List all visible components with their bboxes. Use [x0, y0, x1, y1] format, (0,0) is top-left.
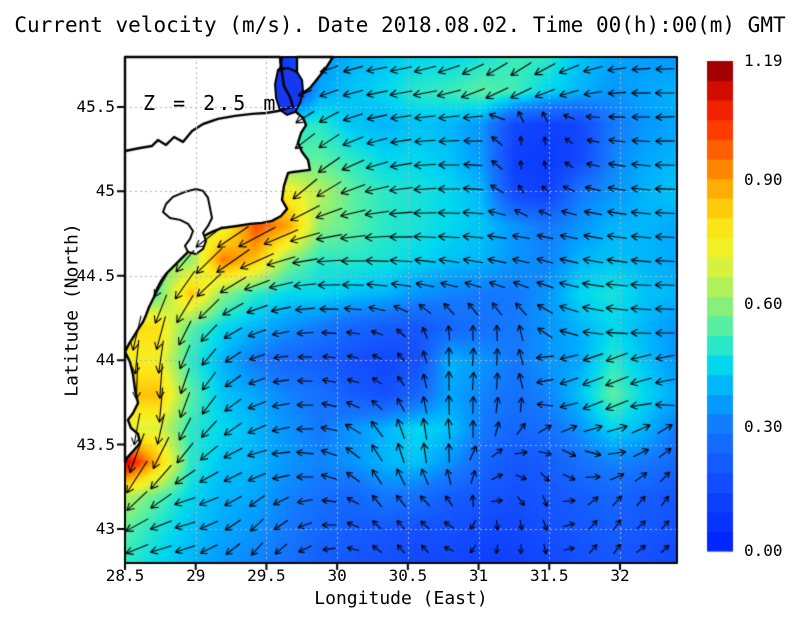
- colorbar-tick-label: 0.00: [744, 541, 783, 560]
- y-tick-label: 44: [95, 350, 115, 370]
- x-axis-label: Longitude (East): [314, 588, 488, 609]
- x-tick-label: 29: [186, 566, 206, 585]
- colorbar-tick-label: 1.19: [744, 51, 783, 70]
- colorbar-tick-label: 0.30: [744, 417, 783, 437]
- x-tick-label: 31: [468, 566, 489, 585]
- y-tick-label: 44.5: [76, 265, 115, 285]
- y-tick-label: 43.5: [76, 434, 115, 454]
- x-tick-label: 31.5: [530, 566, 569, 585]
- y-tick-label: 43: [95, 518, 115, 538]
- x-tick-label: 30: [327, 566, 347, 585]
- y-tick-label: 45: [95, 181, 115, 201]
- x-tick-label: 30.5: [388, 566, 428, 585]
- colorbar-tick-label: 0.60: [744, 293, 783, 313]
- x-tick-label: 32: [610, 566, 630, 585]
- colorbar-tick-label: 0.90: [744, 170, 783, 190]
- y-axis-label: Latitude (North): [61, 223, 83, 397]
- plot-title: Current velocity (m/s). Date 2018.08.02.…: [14, 13, 786, 37]
- y-tick-label: 45.5: [76, 96, 115, 116]
- depth-annotation: Z = 2.5 m: [143, 91, 279, 115]
- x-tick-label: 29.5: [247, 566, 286, 585]
- x-tick-label: 28.5: [105, 566, 145, 585]
